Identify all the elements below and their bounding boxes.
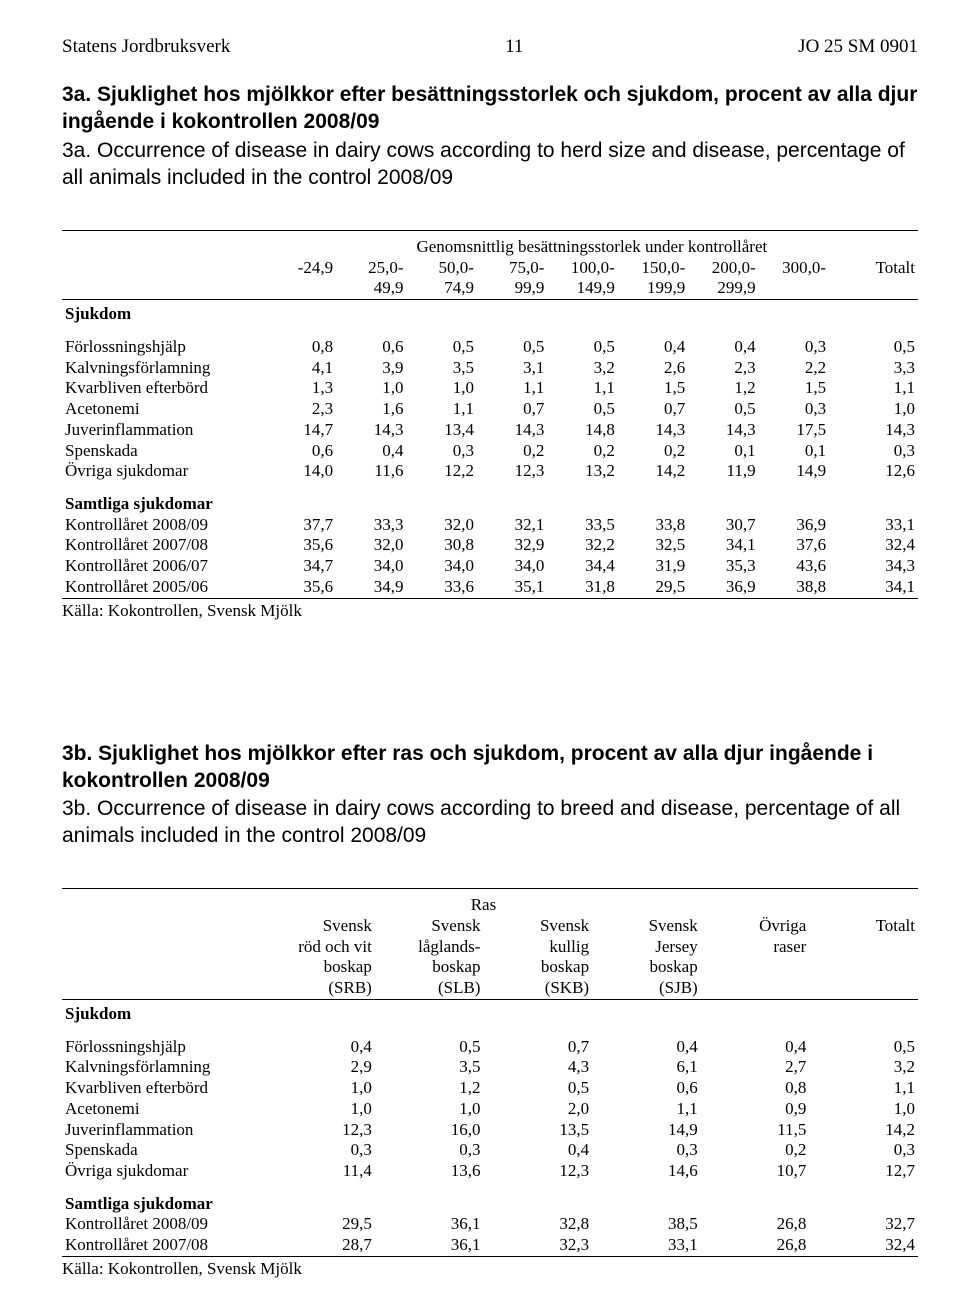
table-3b-source: Källa: Kokontrollen, Svensk Mjölk	[62, 1259, 918, 1279]
table-row: Kontrollåret 2006/0734,734,034,034,034,4…	[62, 556, 918, 577]
table-3a-col-header: 300,0-	[759, 258, 829, 279]
table-3b-col-header	[809, 957, 918, 978]
table-3a-col-header: 75,0-	[477, 258, 547, 279]
table-3b-col-header: röd och vit	[266, 937, 375, 958]
table-3a-col-header: 25,0-	[336, 258, 406, 279]
table-row: Kontrollåret 2007/0828,736,132,333,126,8…	[62, 1235, 918, 1256]
table-row: Juverinflammation12,316,013,514,911,514,…	[62, 1120, 918, 1141]
table-3a: Genomsnittlig besättningsstorlek under k…	[62, 230, 918, 601]
table-3a-source: Källa: Kokontrollen, Svensk Mjölk	[62, 601, 918, 621]
table-row: Kalvningsförlamning2,93,54,36,12,73,2	[62, 1057, 918, 1078]
table-3a-col-header: 150,0-	[618, 258, 688, 279]
table-row: Acetonemi2,31,61,10,70,50,70,50,31,0	[62, 399, 918, 420]
table-3a-col-header: -24,9	[266, 258, 336, 279]
table-3b-col-header: Svensk	[375, 916, 484, 937]
section-3a-title-sv: 3a. Sjuklighet hos mjölkkor efter besätt…	[62, 82, 918, 136]
header-left: Statens Jordbruksverk	[62, 36, 230, 58]
table-3b-col-header: (SKB)	[483, 978, 592, 999]
table-3b-col-header	[809, 937, 918, 958]
table-3b-group2: Samtliga sjukdomar	[62, 1194, 266, 1215]
table-3b-col-header	[809, 978, 918, 999]
table-3b-col-header: Svensk	[592, 916, 701, 937]
table-3b-col-header: (SLB)	[375, 978, 484, 999]
section-3b-title-sv: 3b. Sjuklighet hos mjölkkor efter ras oc…	[62, 741, 918, 795]
header-right: JO 25 SM 0901	[798, 36, 918, 58]
table-3b-group-header: Ras	[266, 895, 701, 916]
table-3b-col-header: boskap	[266, 957, 375, 978]
table-3a-col-header: 200,0-	[688, 258, 758, 279]
table-3a-col-header: 50,0-	[407, 258, 477, 279]
table-row: Spenskada0,60,40,30,20,20,20,10,10,3	[62, 441, 918, 462]
table-row: Förlossningshjälp0,40,50,70,40,40,5	[62, 1037, 918, 1058]
table-row: Förlossningshjälp0,80,60,50,50,50,40,40,…	[62, 337, 918, 358]
table-3b-col-header: Svensk	[483, 916, 592, 937]
table-row: Kontrollåret 2007/0835,632,030,832,932,2…	[62, 535, 918, 556]
table-3b-col-header: Övriga	[701, 916, 810, 937]
table-3b-col-header: Svensk	[266, 916, 375, 937]
table-3b-col-header: boskap	[592, 957, 701, 978]
table-row: Kontrollåret 2008/0937,733,332,032,133,5…	[62, 515, 918, 536]
table-3a-group-header: Genomsnittlig besättningsstorlek under k…	[266, 237, 918, 258]
table-3a-col-header: Totalt	[829, 258, 918, 279]
table-row: Kontrollåret 2008/0929,536,132,838,526,8…	[62, 1214, 918, 1235]
table-3b-row-group: Sjukdom	[62, 1004, 266, 1025]
table-3b-col-header	[701, 957, 810, 978]
table-3b-col-header	[701, 978, 810, 999]
table-3a-group2: Samtliga sjukdomar	[62, 494, 266, 515]
table-3b-col-header: boskap	[375, 957, 484, 978]
table-row: Övriga sjukdomar14,011,612,212,313,214,2…	[62, 461, 918, 482]
table-3b-col-header: kullig	[483, 937, 592, 958]
table-row: Kalvningsförlamning4,13,93,53,13,22,62,3…	[62, 358, 918, 379]
table-row: Kvarbliven efterbörd1,01,20,50,60,81,1	[62, 1078, 918, 1099]
table-row: Juverinflammation14,714,313,414,314,814,…	[62, 420, 918, 441]
section-3b-title-en: 3b. Occurrence of disease in dairy cows …	[62, 796, 918, 850]
table-row: Acetonemi1,01,02,01,10,91,0	[62, 1099, 918, 1120]
table-3b-col-header: låglands-	[375, 937, 484, 958]
table-3b-col-header: boskap	[483, 957, 592, 978]
table-row: Kontrollåret 2005/0635,634,933,635,131,8…	[62, 577, 918, 598]
table-3a-row-group: Sjukdom	[62, 304, 266, 325]
page-header: Statens Jordbruksverk 11 JO 25 SM 0901	[62, 36, 918, 58]
header-center: 11	[505, 36, 523, 58]
table-3b-col-header: Totalt	[809, 916, 918, 937]
table-3b-col-header: Jersey	[592, 937, 701, 958]
table-3b-col-header: (SJB)	[592, 978, 701, 999]
table-row: Spenskada0,30,30,40,30,20,3	[62, 1140, 918, 1161]
table-row: Övriga sjukdomar11,413,612,314,610,712,7	[62, 1161, 918, 1182]
section-3a-title-en: 3a. Occurrence of disease in dairy cows …	[62, 138, 918, 192]
table-3b-col-header: (SRB)	[266, 978, 375, 999]
table-row: Kvarbliven efterbörd1,31,01,01,11,11,51,…	[62, 378, 918, 399]
table-3a-col-header: 100,0-	[547, 258, 617, 279]
table-3b: RasSvenskSvenskSvenskSvenskÖvrigaTotaltr…	[62, 888, 918, 1259]
table-3b-col-header: raser	[701, 937, 810, 958]
